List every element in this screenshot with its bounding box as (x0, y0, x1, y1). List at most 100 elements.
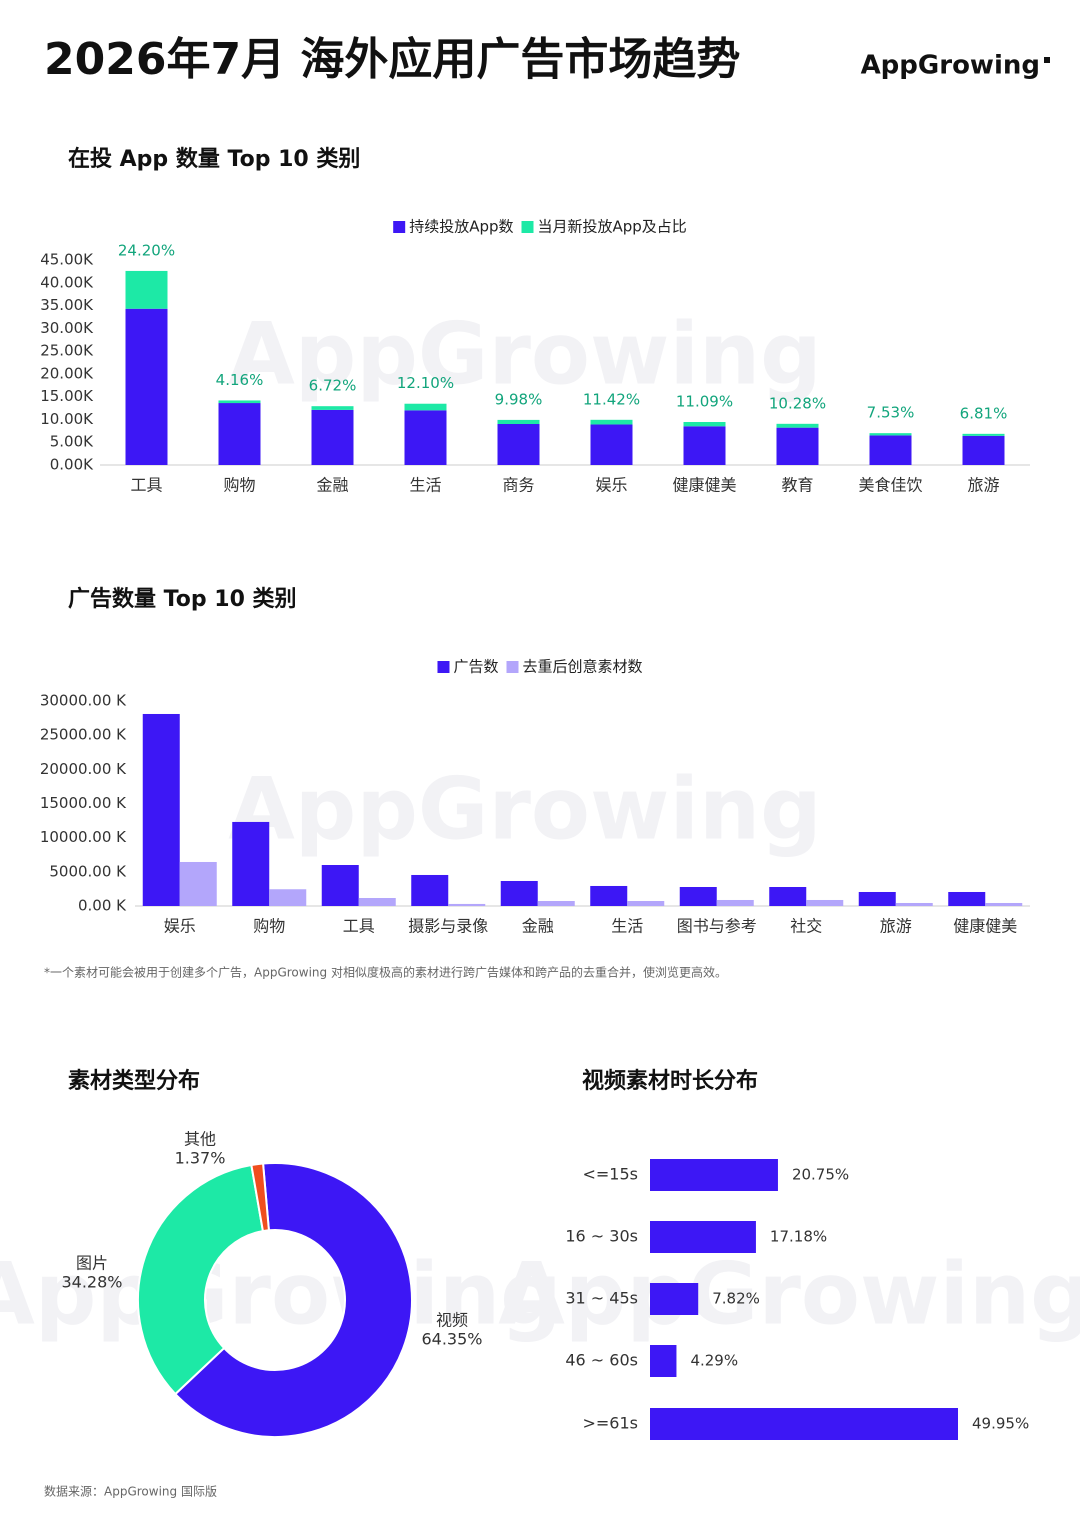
bar (500, 880, 538, 906)
bar (537, 901, 575, 906)
watermark: AppGrowing (498, 1244, 1080, 1344)
bar (321, 865, 359, 906)
bar (232, 821, 270, 906)
bar-segment (590, 419, 633, 425)
bar (985, 902, 1023, 906)
slice-value: 1.37% (175, 1149, 226, 1168)
y-tick-label: 5000.00 K (49, 862, 127, 880)
bar-segment (869, 433, 912, 436)
bar-segment (311, 406, 354, 410)
bar (627, 901, 665, 906)
x-tick-label: 社交 (790, 917, 822, 936)
logo-dot (1044, 57, 1050, 63)
bar-segment (218, 403, 261, 465)
bar-segment (776, 427, 819, 465)
y-tick-label: 45.00K (40, 251, 94, 269)
x-tick-label: 旅游 (967, 476, 999, 495)
slice-name: 其他 (184, 1130, 216, 1149)
legend-swatch (393, 221, 406, 233)
bar (716, 899, 754, 906)
legend-swatch (437, 661, 450, 673)
x-tick-label: 生活 (409, 476, 441, 495)
y-tick-label: 0.00 K (78, 897, 127, 915)
y-tick-label: 35.00K (40, 296, 94, 314)
bar (358, 898, 396, 906)
share-label: 4.16% (216, 371, 264, 389)
chart-title: 视频素材时长分布 (582, 1068, 758, 1094)
x-tick-label: 工具 (343, 917, 375, 936)
share-label: 9.98% (495, 390, 543, 408)
share-label: 6.72% (309, 377, 357, 395)
legend-label: 持续投放App数 (409, 218, 513, 236)
legend-label: 当月新投放App及占比 (538, 218, 687, 236)
watermark: AppGrowing (228, 759, 821, 859)
slice-value: 34.28% (61, 1273, 122, 1292)
bar-segment (497, 424, 540, 465)
bar (179, 861, 217, 906)
bar-segment (125, 308, 168, 465)
brand-logo: AppGrowing (861, 51, 1040, 81)
y-tick-label: 20000.00 K (40, 760, 127, 778)
footnote: *一个素材可能会被用于创建多个广告，AppGrowing 对相似度极高的素材进行… (44, 965, 727, 980)
legend-label: 去重后创意素材数 (523, 658, 643, 676)
y-tick-label: 0.00K (50, 456, 94, 474)
y-tick-label: 15.00K (40, 387, 94, 405)
share-label: 7.53% (867, 404, 915, 422)
x-tick-label: 金融 (316, 476, 348, 495)
bar (650, 1283, 699, 1315)
value-label: 20.75% (792, 1166, 849, 1184)
bar-segment (590, 424, 633, 465)
share-label: 11.42% (583, 390, 640, 408)
donut-slice (173, 1162, 413, 1438)
bar-segment (404, 410, 447, 465)
x-tick-label: 旅游 (880, 917, 912, 936)
legend: 持续投放App数 当月新投放App及占比 (393, 218, 687, 236)
y-tick-label: >=61s (582, 1414, 638, 1433)
bar (448, 903, 486, 906)
chart-title: 素材类型分布 (68, 1068, 200, 1094)
bar-segment (218, 400, 261, 404)
x-tick-label: 教育 (781, 476, 813, 495)
bar-segment (962, 435, 1005, 465)
watermark: AppGrowing (0, 1244, 562, 1344)
bar-segment (962, 433, 1005, 436)
y-tick-label: <=15s (582, 1165, 638, 1184)
chart-title: 在投 App 数量 Top 10 类别 (68, 146, 360, 172)
x-tick-label: 工具 (130, 476, 162, 495)
y-tick-label: 20.00K (40, 364, 94, 382)
bar (142, 713, 180, 906)
watermark: AppGrowing (228, 304, 821, 404)
y-tick-label: 31 ~ 45s (565, 1289, 638, 1308)
value-label: 4.29% (690, 1352, 738, 1370)
x-tick-label: 商务 (502, 476, 534, 495)
value-label: 49.95% (972, 1415, 1029, 1433)
y-tick-label: 15000.00 K (40, 794, 127, 812)
slice-name: 图片 (76, 1254, 108, 1273)
bar-segment (404, 403, 447, 411)
y-tick-label: 40.00K (40, 273, 94, 291)
x-tick-label: 摄影与录像 (408, 917, 488, 936)
chart-title: 广告数量 Top 10 类别 (68, 586, 297, 612)
legend: 广告数 去重后创意素材数 (437, 658, 643, 676)
bar-segment (776, 423, 819, 428)
page-title: 2026年7月 海外应用广告市场趋势 (44, 34, 740, 85)
bar-segment (125, 270, 168, 309)
bar (679, 887, 717, 906)
bar (948, 891, 986, 906)
share-label: 12.10% (397, 374, 454, 392)
bar (411, 874, 449, 906)
x-tick-label: 购物 (253, 917, 285, 936)
bar-segment (683, 426, 726, 465)
value-label: 7.82% (712, 1290, 760, 1308)
share-label: 6.81% (960, 404, 1008, 422)
bar-segment (683, 421, 726, 427)
x-tick-label: 图书与参考 (677, 917, 757, 936)
source: 数据来源：AppGrowing 国际版 (44, 1484, 217, 1499)
y-tick-label: 46 ~ 60s (565, 1351, 638, 1370)
y-tick-label: 10000.00 K (40, 828, 127, 846)
x-tick-label: 娱乐 (164, 917, 196, 936)
y-tick-label: 30.00K (40, 319, 94, 337)
x-tick-label: 生活 (611, 917, 643, 936)
y-tick-label: 25.00K (40, 342, 94, 360)
